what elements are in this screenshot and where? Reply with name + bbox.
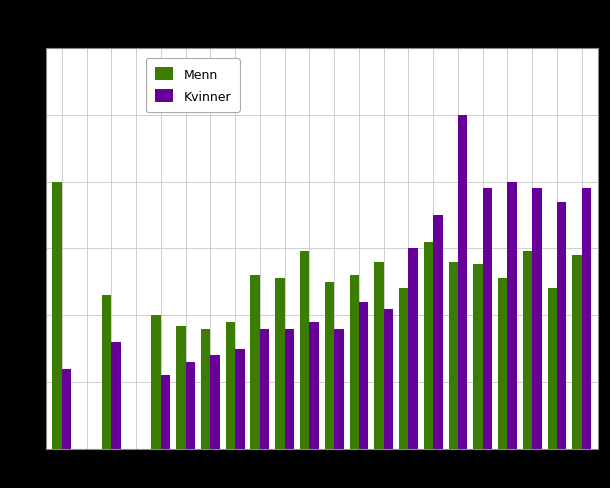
Bar bbox=[201, 329, 210, 449]
Legend: Menn, Kvinner: Menn, Kvinner bbox=[146, 59, 240, 112]
Bar bbox=[52, 182, 62, 449]
Bar bbox=[161, 376, 170, 449]
Bar bbox=[334, 329, 343, 449]
Bar bbox=[112, 342, 121, 449]
Bar bbox=[523, 251, 532, 449]
Bar bbox=[557, 202, 566, 449]
Bar bbox=[473, 265, 483, 449]
Bar bbox=[532, 189, 542, 449]
Bar bbox=[548, 289, 557, 449]
Bar bbox=[399, 289, 409, 449]
Bar bbox=[176, 326, 185, 449]
Bar bbox=[62, 369, 71, 449]
Bar bbox=[151, 316, 161, 449]
Bar bbox=[572, 256, 582, 449]
Bar bbox=[275, 278, 285, 449]
Bar bbox=[433, 216, 443, 449]
Bar bbox=[424, 242, 433, 449]
Bar bbox=[350, 276, 359, 449]
Bar bbox=[260, 329, 269, 449]
Bar bbox=[448, 262, 458, 449]
Bar bbox=[483, 189, 492, 449]
Bar bbox=[458, 116, 467, 449]
Bar bbox=[300, 251, 309, 449]
Bar bbox=[359, 302, 368, 449]
Bar bbox=[325, 282, 334, 449]
Bar bbox=[285, 329, 294, 449]
Bar bbox=[226, 322, 235, 449]
Bar bbox=[185, 362, 195, 449]
Bar bbox=[251, 276, 260, 449]
Bar bbox=[375, 262, 384, 449]
Bar bbox=[498, 278, 508, 449]
Bar bbox=[508, 182, 517, 449]
Bar bbox=[102, 296, 112, 449]
Bar bbox=[384, 309, 393, 449]
Bar bbox=[409, 249, 418, 449]
Bar bbox=[309, 322, 319, 449]
Bar bbox=[235, 349, 245, 449]
Bar bbox=[582, 189, 591, 449]
Bar bbox=[210, 356, 220, 449]
